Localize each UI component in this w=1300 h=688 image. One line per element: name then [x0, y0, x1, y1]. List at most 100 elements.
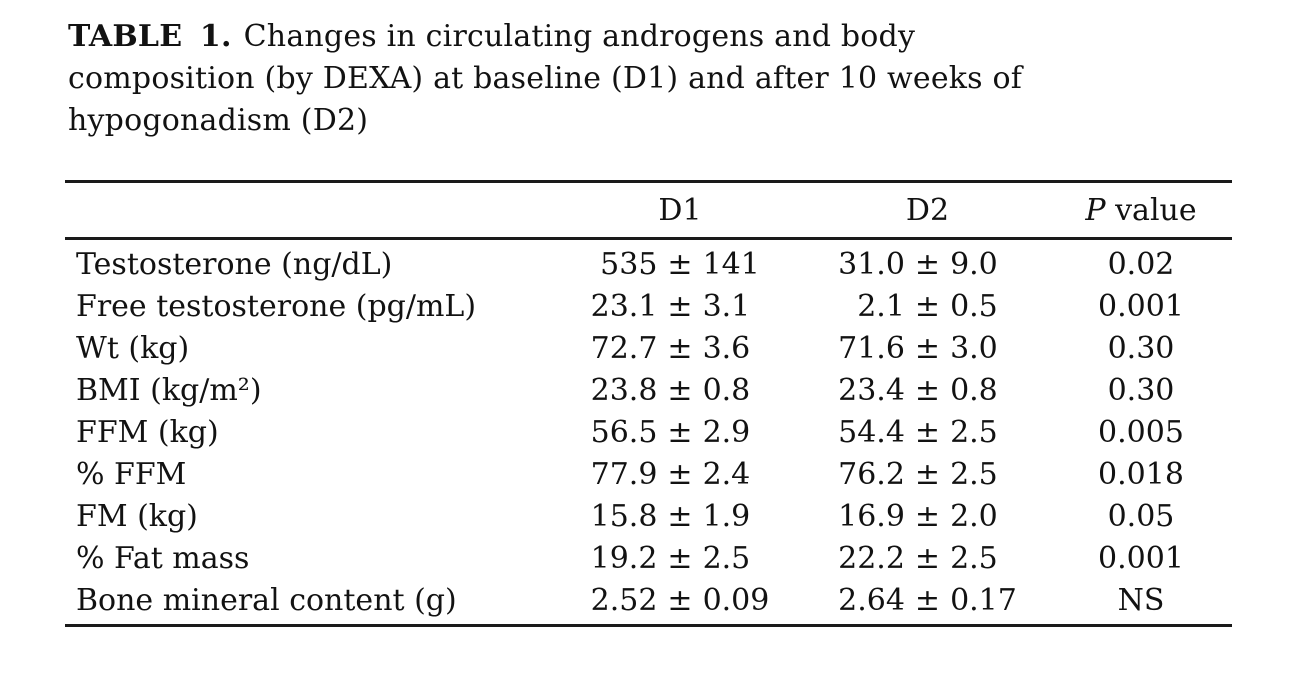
plus-minus-icon: ±: [667, 414, 693, 450]
table-rule-top: [65, 180, 1232, 183]
d1-value: 535 ± 141: [555, 247, 805, 282]
table-rule-mid: [65, 237, 1232, 240]
d1-value: 77.9 ± 2.4: [555, 457, 805, 492]
d2-mean: 22.2: [838, 540, 905, 576]
d1-sd: 1.9: [702, 498, 751, 534]
plus-minus-icon: ±: [914, 372, 941, 408]
caption-line: hypogonadism (D2): [68, 103, 369, 138]
plus-minus-icon: ±: [914, 330, 941, 366]
col-header-d2: D2: [905, 192, 950, 228]
d2-sd: 2.5: [950, 414, 998, 450]
d1-sd: 2.5: [702, 540, 751, 576]
d2-mean: 2.64: [838, 582, 905, 618]
plus-minus-icon: ±: [667, 456, 693, 492]
d2-sd: 3.0: [950, 330, 998, 366]
caption-label: TABLE 1.: [68, 19, 232, 54]
p-value: 0.001: [1098, 540, 1184, 576]
table-row: % FFM 77.9 ± 2.4 76.2 ± 2.5 0.018: [65, 453, 1232, 495]
plus-minus-icon: ±: [914, 456, 941, 492]
p-value: 0.30: [1107, 372, 1175, 408]
row-label: Bone mineral content (g): [76, 582, 457, 618]
table-caption: TABLE 1. Changes in circulating androgens…: [68, 16, 1188, 142]
d2-mean: 76.2: [838, 456, 905, 492]
p-value: 0.005: [1098, 414, 1184, 450]
d2-mean: 16.9: [838, 498, 905, 534]
plus-minus-icon: ±: [667, 246, 693, 282]
d2-mean: 2.1: [857, 288, 905, 324]
caption-text: Changes in circulating androgens and bod…: [243, 19, 916, 54]
table-row: FFM (kg) 56.5 ± 2.9 54.4 ± 2.5 0.005: [65, 411, 1232, 453]
plus-minus-icon: ±: [667, 540, 693, 576]
row-label: Wt (kg): [76, 330, 190, 366]
d1-mean: 19.2: [590, 540, 658, 576]
d2-mean: 54.4: [838, 414, 905, 450]
row-label: FM (kg): [76, 498, 198, 534]
table-row: BMI (kg/m²) 23.8 ± 0.8 23.4 ± 0.8 0.30: [65, 369, 1232, 411]
d2-value: 23.4 ± 0.8: [805, 373, 1050, 408]
d1-value: 15.8 ± 1.9: [555, 499, 805, 534]
table-row: % Fat mass 19.2 ± 2.5 22.2 ± 2.5 0.001: [65, 537, 1232, 579]
d2-value: 76.2 ± 2.5: [805, 457, 1050, 492]
plus-minus-icon: ±: [667, 498, 693, 534]
p-value: 0.05: [1107, 498, 1175, 534]
d1-mean: 72.7: [590, 330, 658, 366]
row-label: Testosterone (ng/dL): [76, 246, 393, 282]
d1-mean: 23.8: [590, 372, 658, 408]
d1-mean: 535: [600, 246, 658, 282]
table-row: Free testosterone (pg/mL) 23.1 ± 3.1 2.1…: [65, 285, 1232, 327]
p-value: 0.001: [1098, 288, 1184, 324]
plus-minus-icon: ±: [914, 288, 941, 324]
d1-sd: 2.9: [702, 414, 751, 450]
col-header-pvalue: P value: [1050, 193, 1232, 228]
d2-sd: 2.5: [950, 540, 998, 576]
d2-sd: 0.8: [950, 372, 998, 408]
d1-mean: 23.1: [590, 288, 658, 324]
p-value: NS: [1117, 582, 1165, 618]
plus-minus-icon: ±: [914, 540, 941, 576]
p-value: 0.02: [1107, 246, 1175, 282]
plus-minus-icon: ±: [667, 372, 693, 408]
plus-minus-icon: ±: [667, 582, 693, 618]
plus-minus-icon: ±: [914, 414, 941, 450]
table-row: Bone mineral content (g) 2.52 ± 0.09 2.6…: [65, 579, 1232, 621]
row-label: Free testosterone (pg/mL): [76, 288, 477, 324]
d2-value: 22.2 ± 2.5: [805, 541, 1050, 576]
d1-value: 23.1 ± 3.1: [555, 289, 805, 324]
table-rule-bottom: [65, 624, 1232, 627]
d2-sd: 2.0: [950, 498, 998, 534]
plus-minus-icon: ±: [667, 330, 693, 366]
p-value: 0.018: [1098, 456, 1184, 492]
d1-sd: 141: [702, 246, 760, 282]
row-label: FFM (kg): [76, 414, 219, 450]
plus-minus-icon: ±: [914, 246, 941, 282]
row-label: % Fat mass: [76, 540, 250, 576]
d1-value: 23.8 ± 0.8: [555, 373, 805, 408]
d2-mean: 31.0: [838, 246, 905, 282]
d1-value: 72.7 ± 3.6: [555, 331, 805, 366]
col-header-d1: D1: [658, 192, 702, 228]
d1-sd: 0.8: [702, 372, 751, 408]
table-row: FM (kg) 15.8 ± 1.9 16.9 ± 2.0 0.05: [65, 495, 1232, 537]
row-label: % FFM: [76, 456, 187, 492]
d2-value: 16.9 ± 2.0: [805, 499, 1050, 534]
caption-line: composition (by DEXA) at baseline (D1) a…: [68, 61, 1023, 96]
d1-value: 56.5 ± 2.9: [555, 415, 805, 450]
d1-sd: 3.1: [702, 288, 751, 324]
d1-mean: 77.9: [590, 456, 658, 492]
d2-sd: 0.5: [950, 288, 998, 324]
plus-minus-icon: ±: [914, 582, 941, 618]
table-row: Testosterone (ng/dL) 535 ± 141 31.0 ± 9.…: [65, 243, 1232, 285]
data-table: D1 D2 P value Testosterone (ng/dL) 535 ±…: [65, 180, 1232, 627]
p-value-word: value: [1115, 192, 1197, 228]
d1-value: 2.52 ± 0.09: [555, 583, 805, 618]
d2-mean: 71.6: [838, 330, 905, 366]
plus-minus-icon: ±: [914, 498, 941, 534]
d1-mean: 15.8: [590, 498, 658, 534]
d2-mean: 23.4: [838, 372, 905, 408]
d2-sd: 0.17: [950, 582, 1017, 618]
table-body: Testosterone (ng/dL) 535 ± 141 31.0 ± 9.…: [65, 240, 1232, 624]
d1-mean: 2.52: [590, 582, 658, 618]
d1-mean: 56.5: [590, 414, 658, 450]
d1-value: 19.2 ± 2.5: [555, 541, 805, 576]
